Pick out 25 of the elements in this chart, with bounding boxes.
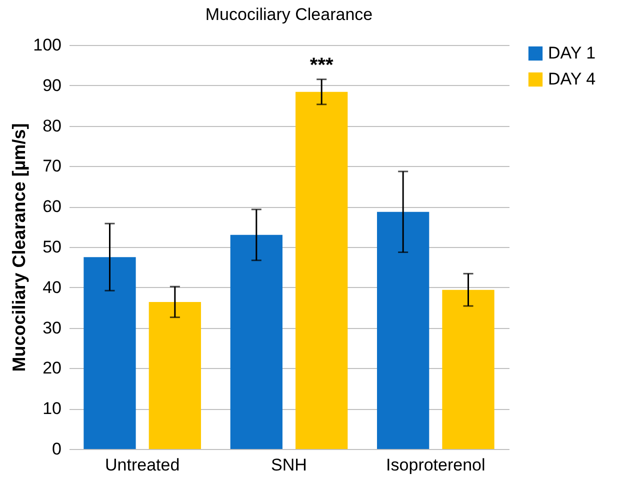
y-tick-label: 50 xyxy=(42,238,62,256)
y-tick-label: 100 xyxy=(33,36,62,54)
x-tick-label: Isoproterenol xyxy=(386,456,486,474)
bar xyxy=(296,92,348,449)
y-tick-label: 10 xyxy=(42,399,62,418)
chart-title: Mucociliary Clearance xyxy=(205,5,373,24)
y-tick-label: 0 xyxy=(52,440,62,458)
y-tick-label: 70 xyxy=(42,156,62,176)
annotation: *** xyxy=(310,54,334,76)
x-tick-label: Untreated xyxy=(104,456,180,474)
bar xyxy=(148,302,201,449)
y-tick-label: 30 xyxy=(42,318,62,338)
bar xyxy=(230,234,282,449)
y-tick-label: 80 xyxy=(42,116,62,136)
legend-label: DAY 4 xyxy=(548,70,596,88)
bar xyxy=(377,212,430,449)
x-tick-label: SNH xyxy=(271,456,307,474)
legend-label: DAY 1 xyxy=(548,44,596,62)
y-axis-title: Mucociliary Clearance [µm/s] xyxy=(9,123,30,372)
y-tick-label: 60 xyxy=(42,197,62,216)
bar xyxy=(442,290,494,449)
y-tick-label: 20 xyxy=(42,358,62,378)
bar xyxy=(84,257,136,449)
y-tick-label: 90 xyxy=(42,76,62,95)
y-tick-label: 40 xyxy=(42,278,62,297)
